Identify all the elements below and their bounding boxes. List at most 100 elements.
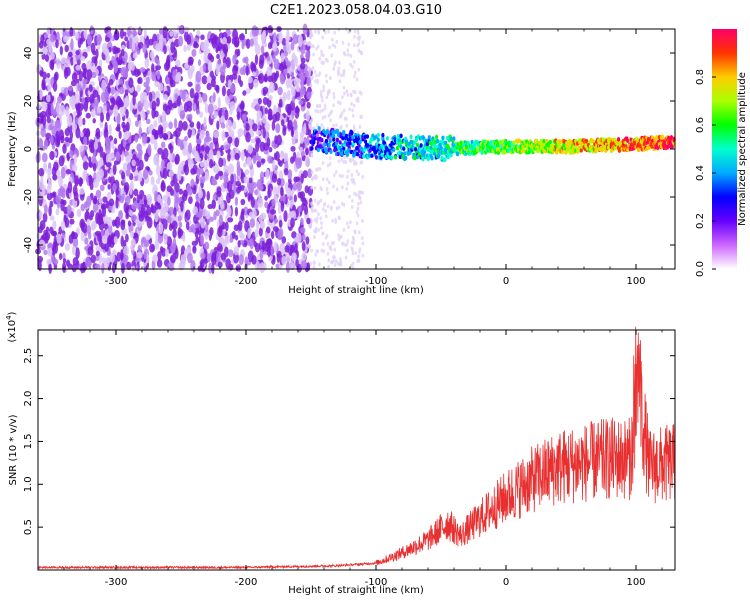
spectrogram-noise-cell <box>275 123 281 134</box>
spectrogram-noise-cell <box>239 185 246 191</box>
spectrogram-noise-cell <box>168 151 173 162</box>
spectrogram-signal-cell <box>348 141 352 146</box>
spectrogram-fringe-cell <box>343 116 347 121</box>
spectrogram-noise-cell <box>190 224 195 233</box>
spectrogram-fringe-cell <box>325 95 329 100</box>
y-tick-label: -40 <box>23 237 34 253</box>
spectrogram-signal-cell <box>535 138 539 144</box>
spectrogram-noise-cell <box>92 162 97 172</box>
spectrogram-noise-cell <box>179 104 184 111</box>
spectrogram-noise-cell <box>268 146 273 153</box>
spectrogram-noise-cell <box>245 131 251 143</box>
spectrogram-noise-cell <box>108 198 115 207</box>
spectrogram-noise-cell <box>282 127 287 136</box>
spectrogram-noise-cell <box>175 190 179 203</box>
spectrogram-noise-cell <box>228 94 234 100</box>
spectrogram-signal-cell <box>365 134 370 139</box>
spectrogram-signal-cell <box>380 152 384 157</box>
spectrogram-noise-cell <box>300 173 304 184</box>
spectrogram-noise-cell <box>187 252 193 264</box>
spectrogram-noise-cell <box>290 217 295 228</box>
spectrogram-noise-cell <box>209 158 214 169</box>
spectrogram-noise-cell <box>141 111 146 122</box>
spectrogram-noise-cell <box>271 159 276 172</box>
spectrogram-fringe-cell <box>313 175 317 180</box>
spectrogram-noise-cell <box>139 192 143 200</box>
spectrogram-noise-cell <box>206 75 212 84</box>
spectrogram-noise-cell <box>143 198 148 206</box>
spectrogram-noise-cell <box>58 175 64 188</box>
spectrogram-noise-cell <box>166 161 173 170</box>
spectrogram-noise-cell <box>115 188 120 196</box>
spectrogram-noise-cell <box>52 191 57 198</box>
spectrogram-noise-cell <box>58 155 65 167</box>
spectrogram-signal-cell <box>591 139 595 144</box>
spectrogram-noise-cell <box>300 197 307 203</box>
spectrogram-noise-cell <box>74 32 79 39</box>
y-tick-label: 2.0 <box>23 391 34 407</box>
spectrogram-noise-cell <box>105 162 112 168</box>
spectrogram-noise-cell <box>116 251 121 262</box>
spectrogram-signal-cell <box>335 137 339 143</box>
spectrogram-fringe-cell <box>351 157 355 162</box>
spectrogram-noise-cell <box>217 242 223 253</box>
spectrogram-noise-cell <box>286 60 292 68</box>
spectrogram-noise-cell <box>66 259 71 267</box>
spectrogram-fringe-cell <box>318 166 322 171</box>
spectrogram-noise-cell <box>58 129 65 141</box>
spectrogram-noise-cell <box>113 137 118 145</box>
spectrogram-signal-cell <box>385 136 390 141</box>
spectrogram-noise-cell <box>176 170 182 182</box>
spectrogram-noise-cell <box>39 70 44 76</box>
spectrogram-noise-cell <box>172 102 178 109</box>
spectrogram-noise-cell <box>163 62 170 72</box>
spectrogram-noise-cell <box>145 76 150 86</box>
spectrogram-fringe-cell <box>342 69 346 74</box>
spectrogram-noise-cell <box>196 30 201 37</box>
spectrogram-noise-cell <box>169 188 174 196</box>
spectrogram-noise-cell <box>262 29 267 36</box>
spectrogram-noise-cell <box>152 254 159 263</box>
spectrogram-noise-cell <box>120 105 126 117</box>
spectrogram-noise-cell <box>260 158 266 164</box>
spectrogram-noise-cell <box>271 72 277 84</box>
spectrogram-fringe-cell <box>309 261 313 266</box>
spectrogram-noise-cell <box>205 210 211 220</box>
spectrogram-noise-cell <box>306 217 311 225</box>
spectrogram-noise-cell <box>146 193 153 206</box>
spectrogram-fringe-cell <box>332 103 335 108</box>
spectrogram-signal-cell <box>509 141 513 146</box>
spectrogram-noise-cell <box>83 201 88 209</box>
spectrogram-noise-cell <box>234 152 240 161</box>
spectrogram-noise-cell <box>215 173 219 180</box>
spectrogram-noise-cell <box>186 34 192 45</box>
spectrogram-noise-cell <box>168 169 174 177</box>
spectrogram-fringe-cell <box>339 73 343 78</box>
spectrogram-noise-cell <box>256 160 262 168</box>
spectrogram-noise-cell <box>248 194 253 201</box>
spectrogram-noise-cell <box>72 236 79 249</box>
spectrogram-noise-cell <box>201 75 208 85</box>
spectrogram-noise-cell <box>115 72 119 81</box>
spectrogram-noise-cell <box>236 166 242 177</box>
spectrogram-signal-cell <box>342 130 346 135</box>
spectrogram-noise-cell <box>296 91 301 98</box>
spectrogram-noise-cell <box>183 44 187 53</box>
spectrogram-noise-cell <box>83 101 89 112</box>
spectrogram-fringe-cell <box>339 101 342 106</box>
spectrogram-signal-cell <box>465 145 469 150</box>
spectrogram-fringe-cell <box>348 107 351 112</box>
spectrogram-noise-cell <box>44 231 51 241</box>
spectrogram-fringe-cell <box>345 242 349 247</box>
spectrogram-noise-cell <box>156 178 161 185</box>
spectrogram-noise-cell <box>174 182 180 193</box>
spectrogram-noise-cell <box>238 33 245 41</box>
x-tick-label: 0 <box>503 276 509 287</box>
spectrogram-noise-cell <box>208 149 214 160</box>
spectrogram-noise-cell <box>211 199 216 210</box>
spectrogram-noise-cell <box>259 220 265 229</box>
spectrogram-noise-cell <box>182 89 187 96</box>
spectrogram-fringe-cell <box>314 229 318 234</box>
spectrogram-fringe-cell <box>360 91 363 96</box>
spectrogram-fringe-cell <box>319 109 322 114</box>
